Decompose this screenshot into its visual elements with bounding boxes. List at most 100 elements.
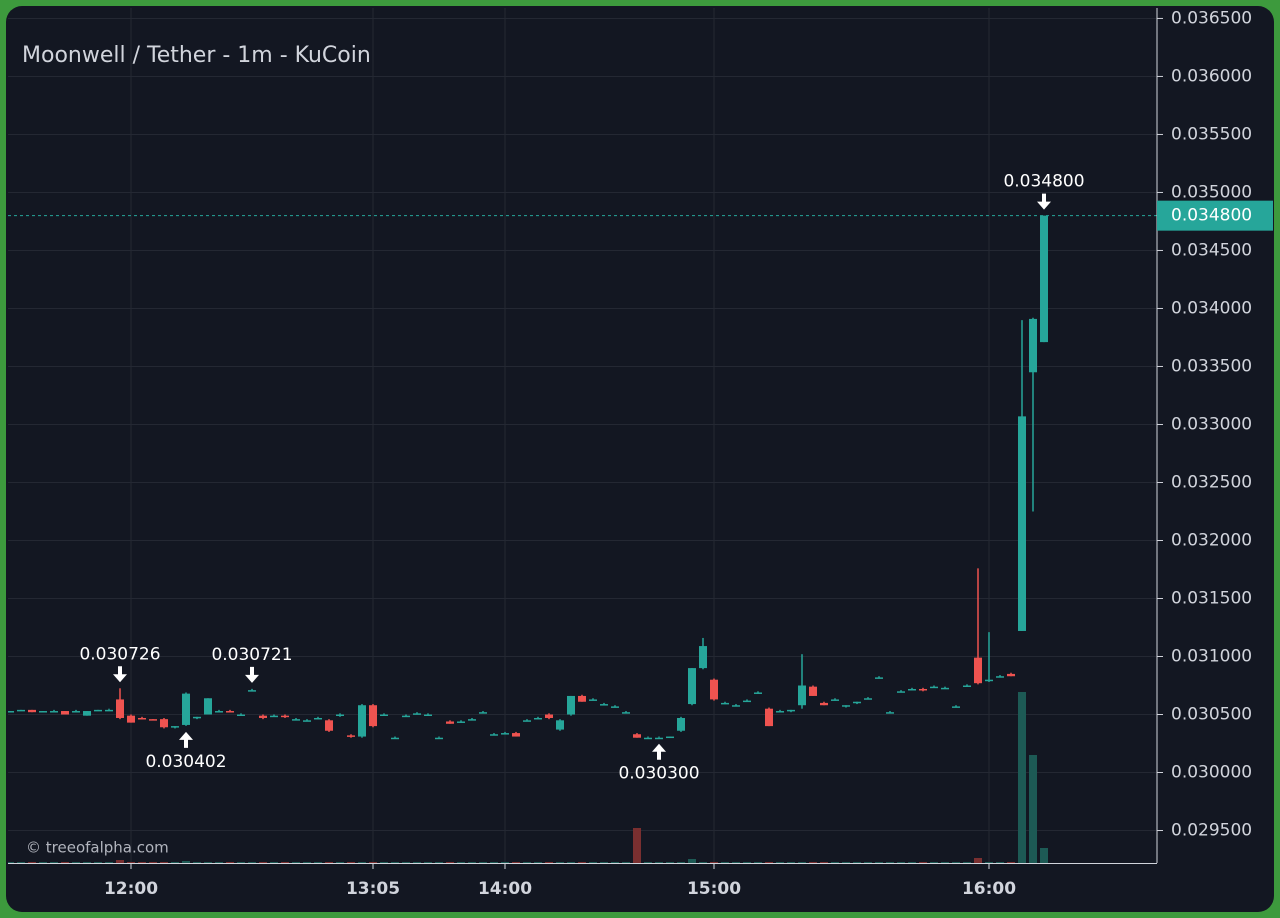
candle-body — [611, 706, 619, 708]
candle-body — [996, 676, 1004, 678]
volume-bar — [952, 862, 960, 863]
volume-bar — [501, 862, 509, 863]
volume-bar — [61, 862, 69, 863]
candle-body — [116, 699, 124, 718]
watermark: © treeofalpha.com — [26, 839, 169, 857]
volume-bar — [556, 862, 564, 863]
candle-body — [402, 715, 410, 718]
candle-body — [798, 685, 806, 706]
volume-bar — [963, 862, 971, 863]
volume-bar — [743, 862, 751, 863]
candle-body — [809, 686, 817, 696]
candle-body — [831, 699, 839, 701]
volume-bar — [644, 862, 652, 863]
candle-body — [820, 702, 828, 706]
volume-bar — [457, 862, 465, 863]
annotation-arrow — [245, 666, 259, 683]
axes: 0.029500 0.030000 0.030500 0.031000 0.031500… — [104, 8, 1273, 899]
candle-body — [666, 736, 674, 739]
candle-body — [61, 711, 69, 715]
volume-bar — [721, 862, 729, 863]
volume-bar — [149, 862, 157, 863]
volume-bar — [996, 862, 1004, 863]
candle-body — [446, 721, 454, 724]
price-label-box — [1157, 200, 1273, 231]
candle-body — [127, 715, 135, 723]
volume-bar — [127, 862, 135, 863]
candle-body — [413, 713, 421, 715]
candle-body — [963, 685, 971, 688]
volume-bar — [886, 862, 894, 863]
volume-bar — [171, 862, 179, 863]
candle-body — [204, 698, 212, 715]
volume-bar — [446, 862, 454, 863]
plot-area — [8, 215, 1157, 863]
chart-title: Moonwell / Tether - 1m - KuCoin — [22, 43, 371, 68]
candle-body — [182, 693, 190, 725]
candle-body — [424, 714, 432, 717]
candle-body — [567, 695, 575, 715]
candle-body — [435, 737, 443, 740]
y-tick-label: 0.033000 — [1171, 414, 1252, 434]
candle-body — [677, 717, 685, 731]
candle-body — [303, 720, 311, 722]
volume-bar — [435, 862, 443, 863]
y-tick-label: 0.030500 — [1171, 705, 1252, 725]
candle-body — [391, 737, 399, 740]
volume-bar — [17, 862, 25, 863]
candle-body — [248, 690, 256, 692]
volume-bar — [985, 862, 993, 863]
candle-body — [875, 677, 883, 679]
volume-bar — [732, 862, 740, 863]
x-tick-label: 15:00 — [687, 879, 741, 899]
candle-body — [259, 715, 267, 718]
volume-bar — [248, 862, 256, 863]
volume-bar — [633, 828, 641, 863]
volume-bar — [776, 862, 784, 863]
volume-bar — [699, 862, 707, 863]
candle-body — [490, 734, 498, 736]
volume-bar — [1018, 692, 1026, 863]
candle-body — [776, 711, 784, 713]
volume-bar — [369, 862, 377, 863]
volume-bar — [820, 862, 828, 863]
volume-bar — [589, 862, 597, 863]
candle-body — [1040, 215, 1048, 343]
y-tick-label: 0.034000 — [1171, 298, 1252, 318]
candle-body — [732, 705, 740, 707]
volume-bar — [919, 862, 927, 863]
volume-bar — [710, 862, 718, 863]
candle-body — [281, 715, 289, 718]
candle-body — [83, 711, 91, 716]
candle-body — [380, 714, 388, 717]
candle-body — [336, 714, 344, 717]
volume-bar — [193, 862, 201, 863]
candle-body — [908, 688, 916, 691]
volume-bar — [336, 862, 344, 863]
annotation-label: 0.030721 — [211, 645, 292, 665]
volume-bar — [864, 862, 872, 863]
volume-bar — [842, 862, 850, 863]
volume-bar — [325, 862, 333, 863]
volume-bar — [479, 862, 487, 863]
volume-bar — [578, 862, 586, 863]
candle-body — [149, 719, 157, 721]
candle-body — [138, 717, 146, 720]
volume-bar — [875, 862, 883, 863]
annotation-label: 0.034800 — [1003, 172, 1084, 192]
volume-bar — [116, 860, 124, 863]
y-tick-label: 0.034500 — [1171, 240, 1252, 260]
volume-bar — [941, 862, 949, 863]
volume-bar — [160, 862, 168, 863]
x-tick-label: 16:00 — [962, 879, 1016, 899]
volume-bar — [666, 862, 674, 863]
volume-bar — [380, 862, 388, 863]
volume-bar — [182, 861, 190, 863]
candle-body — [17, 709, 25, 712]
y-tick-label: 0.030000 — [1171, 763, 1252, 783]
candle-body — [633, 734, 641, 738]
volume-bar — [270, 862, 278, 863]
candle-body — [193, 716, 201, 719]
y-tick-label: 0.029500 — [1171, 821, 1252, 841]
volume-bar — [105, 862, 113, 863]
